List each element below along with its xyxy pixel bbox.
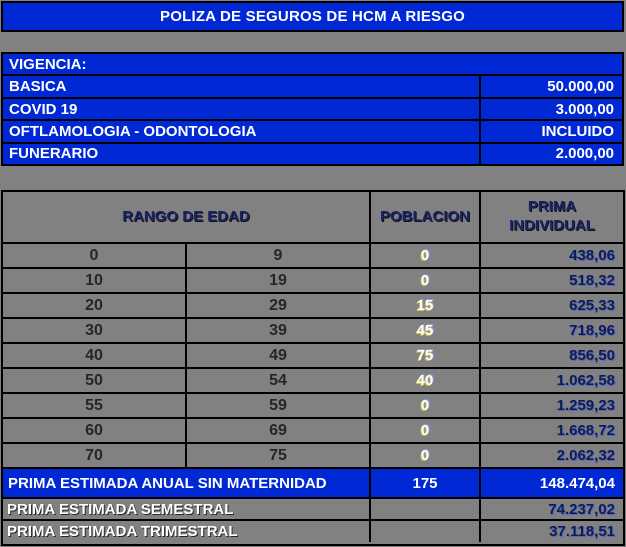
header-rango-de-edad: RANGO DE EDAD [3,192,371,244]
age-from-cell: 0 [3,244,187,269]
premium-cell: 1.668,72 [481,419,623,444]
age-from-cell: 10 [3,269,187,294]
population-cell: 0 [371,244,481,269]
coverage-section: VIGENCIA: BASICA 50.000,00 COVID 19 3.00… [1,52,624,166]
age-from-cell: 40 [3,344,187,369]
premium-cell: 625,33 [481,294,623,319]
age-to-cell: 9 [187,244,371,269]
age-from-cell: 70 [3,444,187,469]
premium-cell: 718,96 [481,319,623,344]
semiannual-population-empty [371,499,481,521]
age-to-cell: 59 [187,394,371,419]
population-cell: 15 [371,294,481,319]
coverage-value: 2.000,00 [479,143,622,165]
population-cell: 0 [371,394,481,419]
premium-cell: 1.062,58 [481,369,623,394]
coverage-label: FUNERARIO [9,145,99,163]
age-to-cell: 75 [187,444,371,469]
coverage-row-oftalmologia: OFTLAMOLOGIA - ODONTOLOGIA INCLUIDO [3,119,622,142]
population-cell: 0 [371,444,481,469]
coverage-value: 50.000,00 [479,76,622,97]
quarterly-population-empty [371,521,481,542]
age-premium-table: RANGO DE EDAD POBLACION PRIMA INDIVIDUAL… [1,190,625,546]
age-from-cell: 20 [3,294,187,319]
annual-total-value: 148.474,04 [481,469,623,499]
coverage-label: BASICA [9,78,67,96]
header-prima-individual: PRIMA INDIVIDUAL [481,192,623,244]
header-prima-line2: INDIVIDUAL [509,217,595,234]
age-to-cell: 54 [187,369,371,394]
age-from-cell: 30 [3,319,187,344]
premium-cell: 2.062,32 [481,444,623,469]
premium-cell: 856,50 [481,344,623,369]
header-prima-line1: PRIMA [527,198,577,216]
population-cell: 40 [371,369,481,394]
semiannual-value: 74.237,02 [481,499,623,521]
annual-total-label: PRIMA ESTIMADA ANUAL SIN MATERNIDAD [3,469,371,499]
age-from-cell: 60 [3,419,187,444]
coverage-label: OFTLAMOLOGIA - ODONTOLOGIA [9,122,257,140]
age-from-cell: 55 [3,394,187,419]
quarterly-value: 37.118,51 [549,523,615,540]
coverage-value: 3.000,00 [479,98,622,120]
population-cell: 0 [371,269,481,294]
age-to-cell: 29 [187,294,371,319]
age-to-cell: 39 [187,319,371,344]
premium-cell: 438,06 [481,244,623,269]
population-cell: 0 [371,419,481,444]
semiannual-label: PRIMA ESTIMADA SEMESTRAL [3,499,371,521]
annual-total-population: 175 [371,469,481,499]
coverage-header-row: VIGENCIA: [3,54,622,74]
age-to-cell: 19 [187,269,371,294]
coverage-row-funerario: FUNERARIO 2.000,00 [3,141,622,165]
population-cell: 75 [371,344,481,369]
header-poblacion: POBLACION [371,192,481,244]
coverage-row-basica: BASICA 50.000,00 [3,74,622,97]
age-from-cell: 50 [3,369,187,394]
coverage-row-covid: COVID 19 3.000,00 [3,96,622,120]
page-title: POLIZA DE SEGUROS DE HCM A RIESGO [1,1,624,32]
population-cell: 45 [371,319,481,344]
age-to-cell: 69 [187,419,371,444]
premium-cell: 1.259,23 [481,394,623,419]
age-to-cell: 49 [187,344,371,369]
coverage-label: COVID 19 [9,100,78,118]
quarterly-label: PRIMA ESTIMADA TRIMESTRAL [3,521,371,542]
premium-cell: 518,32 [481,269,623,294]
coverage-value: INCLUIDO [479,121,622,142]
vigencia-header: VIGENCIA: [9,55,87,73]
